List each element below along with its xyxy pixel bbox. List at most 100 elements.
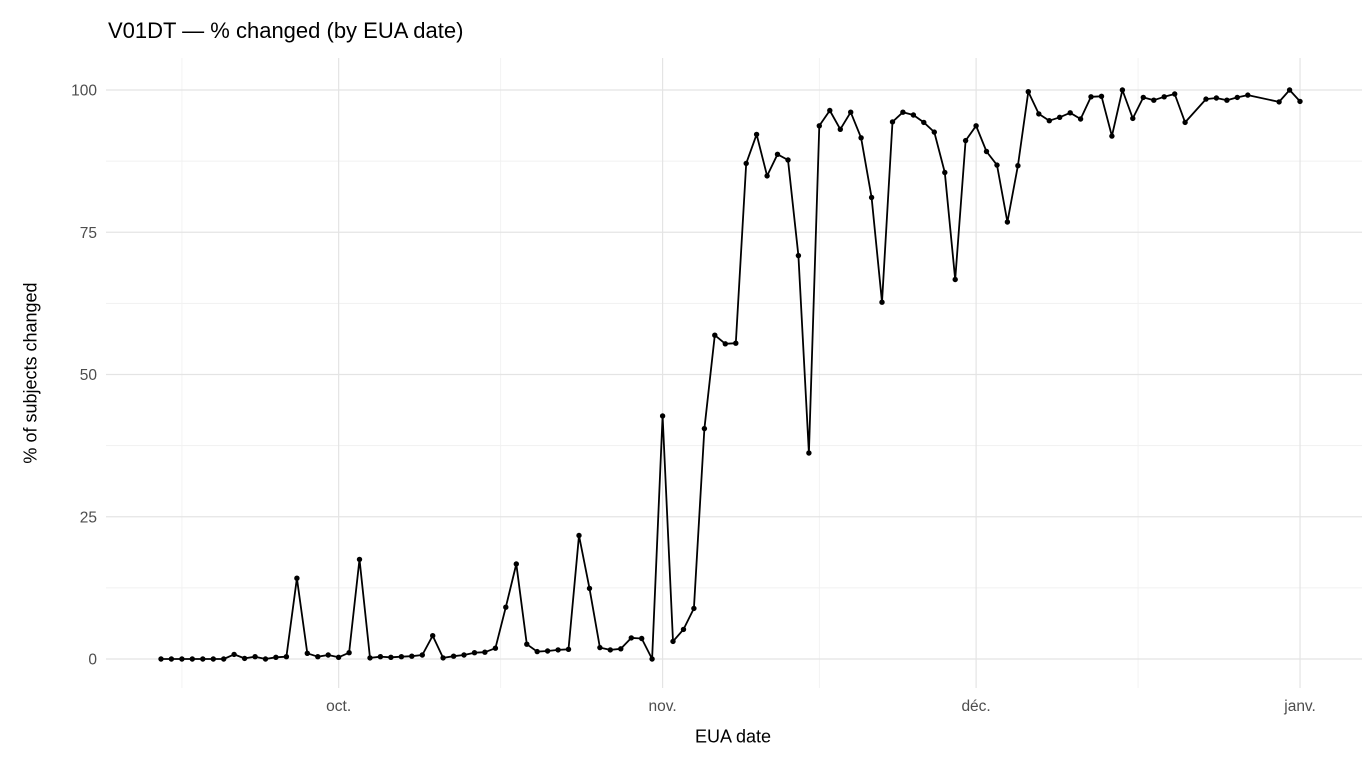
data-point — [1234, 94, 1241, 101]
data-point — [962, 137, 969, 144]
data-point — [544, 648, 551, 654]
data-point — [179, 656, 185, 662]
data-point — [231, 651, 237, 658]
data-point — [555, 647, 561, 653]
data-point — [325, 652, 331, 658]
data-point — [1297, 98, 1303, 105]
data-point — [200, 656, 206, 662]
data-point — [837, 126, 843, 132]
data-point — [743, 160, 749, 167]
data-point — [430, 633, 436, 639]
y-tick-label: 25 — [80, 509, 97, 526]
data-point — [639, 635, 645, 642]
data-point — [513, 561, 519, 567]
data-point — [722, 341, 728, 347]
data-point — [1088, 94, 1094, 100]
data-point — [1161, 94, 1167, 100]
data-point — [262, 656, 269, 662]
x-axis-title: EUA date — [694, 726, 772, 747]
data-point — [774, 151, 781, 157]
y-tick-label: 50 — [80, 367, 98, 384]
data-point — [409, 653, 415, 659]
data-point — [659, 413, 666, 419]
data-point — [1172, 91, 1178, 97]
data-point — [503, 604, 509, 610]
data-point — [764, 173, 770, 179]
data-point — [1203, 96, 1209, 102]
data-point — [283, 654, 290, 660]
y-axis-title: % of subjects changed — [20, 282, 41, 464]
data-point — [607, 647, 613, 653]
data-point — [827, 107, 833, 114]
data-point — [733, 340, 739, 346]
data-point — [994, 162, 1000, 168]
data-point — [931, 129, 937, 135]
data-point — [680, 626, 687, 633]
data-point — [900, 109, 906, 115]
data-point — [1119, 87, 1126, 93]
data-point — [252, 654, 258, 660]
data-point — [1140, 94, 1147, 101]
data-point — [534, 648, 540, 655]
data-point — [628, 635, 634, 641]
data-point — [806, 450, 812, 456]
data-point — [440, 655, 446, 661]
data-point — [377, 654, 384, 660]
data-point — [482, 649, 488, 655]
panel-background — [106, 58, 1362, 688]
data-point — [1151, 97, 1157, 103]
data-point — [848, 109, 854, 115]
data-point — [346, 650, 352, 656]
data-point — [983, 148, 990, 155]
data-point — [1213, 95, 1220, 101]
data-point — [889, 119, 896, 125]
data-point — [367, 655, 373, 661]
data-point — [1036, 111, 1042, 117]
data-point — [973, 123, 979, 129]
data-point — [649, 656, 655, 662]
data-point — [921, 119, 927, 126]
data-point — [210, 656, 216, 662]
data-point — [168, 656, 175, 662]
data-point — [701, 425, 708, 432]
data-point — [1067, 110, 1073, 116]
data-point — [712, 332, 718, 338]
data-point — [189, 656, 195, 662]
data-point — [1109, 133, 1115, 139]
data-point — [879, 299, 885, 305]
data-point — [753, 131, 760, 138]
data-point — [576, 532, 582, 539]
data-point — [335, 654, 342, 660]
data-point — [1182, 119, 1188, 126]
data-point — [1130, 115, 1136, 122]
data-point — [586, 585, 593, 592]
data-point — [471, 650, 478, 656]
data-point — [1004, 219, 1011, 225]
data-point — [952, 276, 958, 283]
data-point — [304, 650, 310, 656]
data-point — [461, 652, 467, 658]
data-point — [795, 252, 802, 259]
x-tick-label: oct. — [326, 698, 351, 715]
data-point — [492, 645, 499, 651]
data-point — [1276, 99, 1282, 105]
data-point — [597, 644, 603, 651]
data-point — [398, 654, 405, 660]
data-point — [858, 135, 864, 141]
data-point — [1098, 93, 1105, 100]
data-point — [670, 638, 676, 645]
data-point — [942, 169, 948, 176]
data-point — [158, 656, 164, 662]
chart-title: V01DT — % changed (by EUA date) — [108, 18, 464, 43]
data-point — [419, 652, 425, 658]
y-tick-label: 75 — [80, 225, 97, 242]
data-point — [1245, 92, 1251, 98]
data-point — [524, 641, 530, 647]
data-point — [388, 654, 394, 660]
data-point — [816, 123, 822, 129]
data-point — [450, 653, 457, 659]
data-point — [221, 656, 227, 662]
x-tick-label: nov. — [649, 698, 677, 715]
y-tick-label: 100 — [71, 83, 97, 100]
